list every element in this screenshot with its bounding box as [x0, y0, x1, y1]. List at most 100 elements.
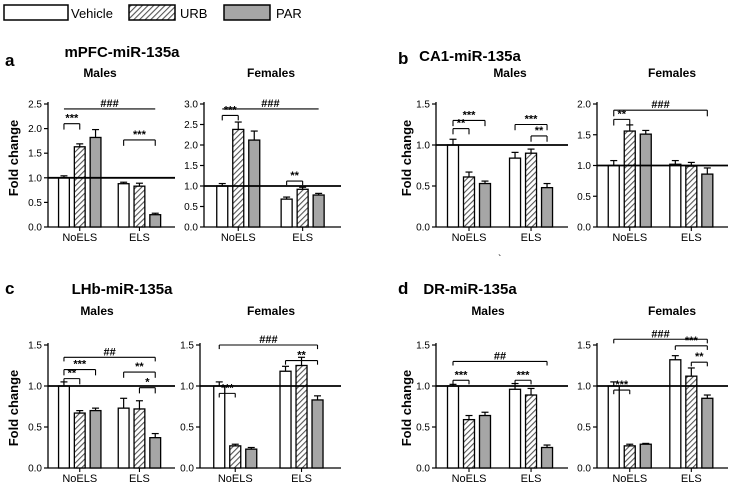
- y-tick-label: 1.5: [577, 130, 591, 141]
- x-tick-label: ELS: [129, 232, 150, 244]
- bar-urb: [229, 445, 242, 469]
- panel-letter: d: [398, 279, 408, 298]
- y-tick-label: 2.5: [184, 120, 198, 131]
- bar-vehicle: [117, 407, 130, 469]
- sex-label: Males: [83, 66, 117, 80]
- significance-bracket: ***: [613, 379, 631, 395]
- significance-bracket: **: [530, 125, 548, 142]
- x-tick-label: NoELS: [612, 232, 647, 244]
- figure-c: c LHb-miR-135a Fold change Males 0.0 0.5 1.0 1.…: [5, 279, 341, 485]
- significance-bracket: ***: [63, 113, 81, 130]
- y-tick-label: 2.0: [577, 100, 591, 111]
- significance-label: ##: [103, 346, 115, 358]
- significance-bracket: **: [613, 108, 631, 126]
- significance-bracket: ***: [452, 109, 486, 127]
- significance-bracket: **: [452, 118, 470, 135]
- significance-bracket: ###: [613, 328, 708, 344]
- x-tick-label: NoELS: [221, 232, 256, 244]
- y-tick-label: 0.0: [416, 223, 430, 234]
- panel-females: Females 0.0 0.5 1.0 1.5 2.0 2.5 3.0 NoELS ELS *** #…: [184, 66, 341, 244]
- y-tick-label: 0.5: [416, 182, 430, 193]
- significance-label: ###: [651, 328, 669, 340]
- y-tick-label: 2.5: [28, 100, 42, 111]
- bar-par: [540, 186, 554, 228]
- significance-label: ###: [651, 99, 669, 111]
- y-tick-label: 0.5: [577, 423, 591, 434]
- sex-label: Females: [648, 66, 696, 80]
- bar-par: [540, 446, 554, 469]
- y-tick-label: 0.0: [180, 464, 194, 475]
- significance-label: ***: [65, 113, 79, 125]
- legend-swatch-par: [223, 4, 271, 21]
- x-tick-label: ELS: [681, 232, 702, 244]
- x-tick-label: NoELS: [612, 473, 647, 485]
- significance-label: **: [695, 351, 704, 363]
- legend-swatch-urb: [128, 4, 176, 21]
- significance-bracket: ###: [613, 99, 708, 117]
- significance-bracket: ***: [123, 129, 156, 146]
- significance-label: ###: [259, 334, 277, 346]
- x-tick-label: NoELS: [62, 232, 97, 244]
- bar-urb: [462, 418, 476, 469]
- panel-females: Females 0.0 0.5 1.0 1.5 2.0 NoELS ELS ** ###: [577, 66, 728, 244]
- y-tick-label: 0.0: [416, 464, 430, 475]
- y-tick-label: 1.5: [180, 341, 194, 352]
- bar-urb: [73, 412, 86, 469]
- bar-urb: [685, 165, 698, 228]
- y-tick-label: 1.5: [28, 149, 42, 160]
- x-tick-label: NoELS: [452, 473, 487, 485]
- y-tick-label: 3.0: [184, 100, 198, 111]
- figure-b: b CA1-miR-135a Fold change Males 0.0 0.5 1.0 1.…: [398, 48, 728, 244]
- significance-bracket: ###: [63, 98, 156, 110]
- y-tick-label: 1.5: [416, 341, 430, 352]
- significance-bracket: **: [690, 351, 708, 367]
- sex-label: Males: [471, 304, 505, 318]
- panel-letter: a: [5, 51, 15, 70]
- significance-label: ***: [517, 369, 531, 381]
- bar-vehicle: [446, 144, 460, 228]
- significance-label: ***: [685, 335, 699, 347]
- bar-vehicle: [57, 177, 71, 228]
- bar-urb: [296, 188, 309, 228]
- x-tick-label: ELS: [129, 473, 150, 485]
- significance-label: ###: [261, 98, 279, 110]
- y-tick-label: 1.0: [28, 382, 42, 393]
- significance-bracket: *: [138, 377, 156, 394]
- significance-label: **: [617, 108, 626, 120]
- significance-label: ##: [494, 350, 506, 362]
- significance-label: ***: [463, 109, 477, 121]
- significance-bracket: **: [284, 350, 319, 365]
- sex-label: Males: [493, 66, 527, 80]
- significance-bracket: ###: [222, 98, 319, 110]
- significance-label: **: [457, 118, 466, 130]
- y-tick-label: 1.5: [416, 100, 430, 111]
- legend-swatch-vehicle: [3, 4, 69, 21]
- bar-par: [89, 136, 102, 228]
- bar-urb: [623, 445, 636, 469]
- bar-vehicle: [607, 385, 620, 469]
- chart-title: mPFC-miR-135a: [64, 44, 180, 61]
- x-tick-label: NoELS: [62, 473, 97, 485]
- significance-label: **: [135, 361, 144, 373]
- y-tick-label: 0.0: [28, 464, 42, 475]
- y-tick-label: 2.0: [28, 124, 42, 135]
- x-tick-label: ELS: [521, 232, 542, 244]
- bar-urb: [232, 128, 245, 228]
- bar-par: [639, 443, 652, 469]
- y-tick-label: 1.0: [577, 382, 591, 393]
- bar-vehicle: [446, 385, 460, 469]
- stray-mark: `: [498, 253, 501, 265]
- significance-bracket: ***: [674, 335, 708, 350]
- significance-label: **: [535, 125, 544, 137]
- y-tick-label: 1.0: [577, 161, 591, 172]
- significance-label: **: [290, 170, 299, 182]
- significance-bracket: **: [286, 170, 304, 186]
- y-tick-label: 0.5: [577, 192, 591, 203]
- panel-males: Males 0.0 0.5 1.0 1.5 NoELS ELS ## *** ***: [416, 304, 568, 485]
- significance-label: ***: [133, 129, 147, 141]
- y-tick-label: 0.5: [416, 423, 430, 434]
- significance-bracket: ###: [218, 334, 319, 350]
